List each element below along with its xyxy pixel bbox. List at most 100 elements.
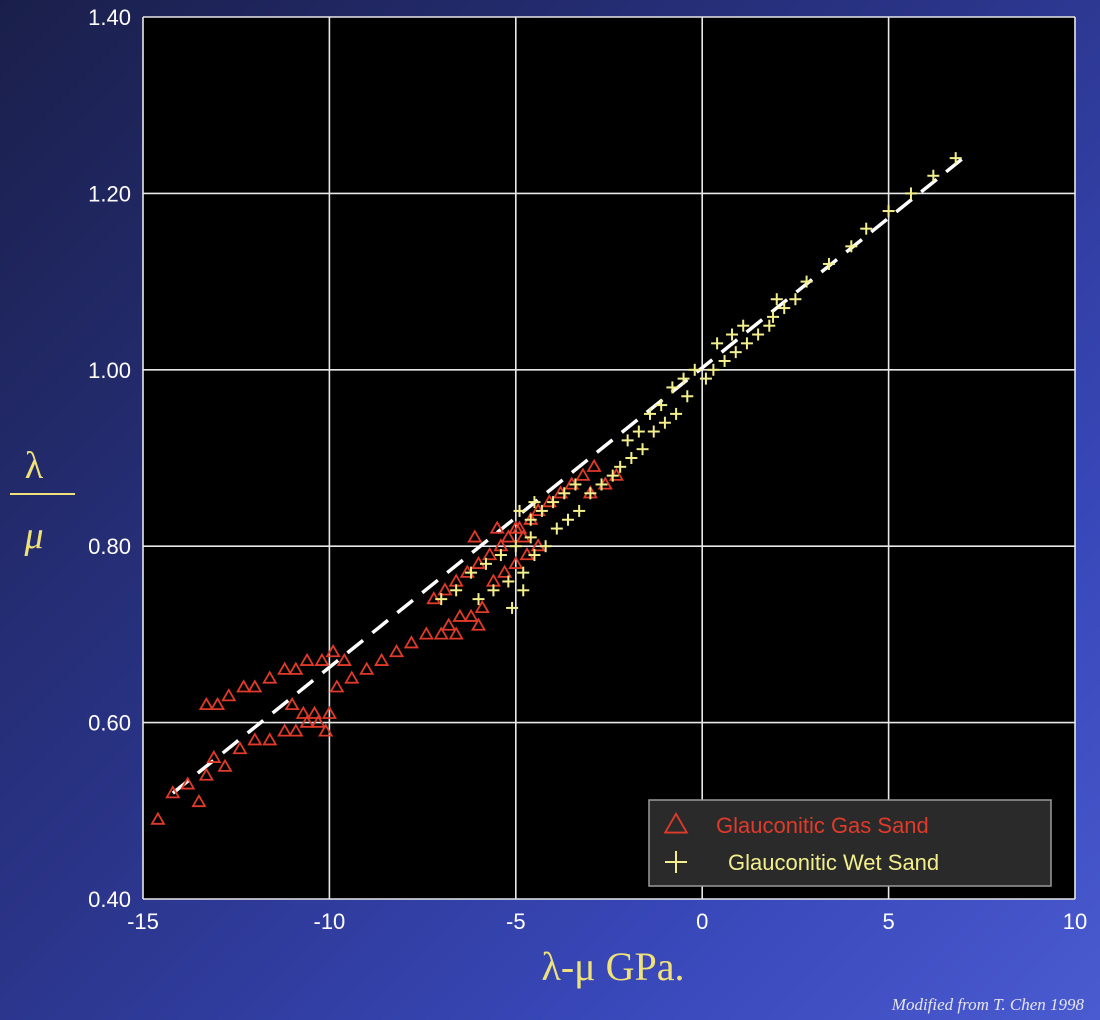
wet-sand-point [465, 566, 478, 579]
gas-sand-point [247, 679, 263, 693]
wet-sand-point [509, 540, 522, 553]
x-tick-label: 10 [1063, 909, 1087, 934]
wet-sand-point [487, 584, 500, 597]
legend-wet-sand-marker [665, 851, 687, 873]
gas-sand-point [150, 811, 166, 825]
gas-sand-point [277, 723, 293, 737]
gas-sand-point [508, 520, 524, 534]
gas-sand-point [247, 732, 263, 746]
gas-sand-point [359, 661, 375, 675]
wet-sand-point [547, 496, 560, 509]
wet-sand-point [707, 363, 720, 376]
wet-sand-point [740, 337, 753, 350]
gas-sand-point [180, 776, 196, 790]
wet-sand-point [569, 478, 582, 491]
wet-sand-point [800, 275, 813, 288]
legend-wet-sand-label: Glauconitic Wet Sand [728, 850, 939, 875]
gas-sand-point [288, 661, 304, 675]
gas-sand-point [474, 599, 490, 614]
wet-sand-point [655, 399, 668, 412]
wet-sand-point [763, 319, 776, 332]
gas-sand-point [433, 626, 449, 640]
plot-area [143, 17, 1075, 899]
wet-sand-point [752, 328, 765, 341]
gas-sand-point [374, 652, 390, 666]
wet-sand-point [450, 584, 463, 597]
wet-sand-point [561, 513, 574, 526]
gas-sand-point [191, 793, 207, 808]
x-tick-label: -5 [506, 909, 526, 934]
gas-sand-point [437, 582, 453, 596]
gas-sand-point [325, 644, 341, 658]
gas-sand-point [288, 723, 304, 737]
wet-sand-point [550, 522, 563, 535]
wet-sand-point [729, 346, 742, 359]
gas-sand-point [497, 564, 513, 578]
wet-sand-point [517, 566, 530, 579]
wet-sand-point [670, 407, 683, 420]
wet-sand-point [718, 354, 731, 367]
wet-sand-point [681, 390, 694, 403]
wet-sand-point [789, 293, 802, 306]
gas-sand-point [284, 696, 300, 711]
gas-sand-point [295, 705, 311, 719]
wet-sand-point [502, 575, 515, 588]
wet-sand-point [539, 540, 552, 553]
gas-sand-point [329, 679, 345, 693]
wet-sand-point [666, 381, 679, 394]
gas-sand-point [403, 635, 419, 649]
wet-sand-point [606, 469, 619, 482]
gas-sand-point [508, 555, 524, 569]
gas-sand-point [299, 714, 315, 728]
y-tick-label: 1.00 [88, 358, 131, 383]
y-tick-label: 0.80 [88, 534, 131, 559]
wet-sand-point [558, 487, 571, 500]
wet-sand-point [625, 452, 638, 464]
gas-sand-point [310, 714, 326, 728]
gas-sand-point [467, 529, 483, 543]
x-tick-label: 5 [882, 909, 894, 934]
wet-sand-point [595, 478, 608, 491]
gas-sand-point [198, 696, 214, 711]
gas-sand-point [452, 608, 468, 622]
wet-sand-point [647, 425, 660, 438]
gas-sand-point [318, 723, 334, 737]
wet-sand-point [528, 549, 541, 562]
wet-sand-point [822, 257, 835, 270]
wet-sand-point [517, 584, 530, 597]
wet-sand-point [524, 513, 537, 526]
wet-sand-point [770, 293, 783, 306]
wet-sand-point [636, 443, 649, 456]
gas-sand-point [277, 661, 293, 675]
gas-sand-point [463, 608, 479, 622]
wet-sand-point [778, 302, 791, 315]
wet-sand-point [614, 460, 627, 473]
y-tick-label: 1.40 [88, 5, 131, 30]
wet-sand-point [860, 222, 873, 235]
x-axis-label: λ-μ GPa. [541, 944, 684, 989]
gas-sand-point [306, 705, 323, 719]
credit-text: Modified from T. Chen 1998 [891, 995, 1085, 1014]
legend-gas-sand-label: Glauconitic Gas Sand [716, 813, 929, 838]
wet-sand-point [524, 531, 537, 544]
gas-sand-point [470, 617, 487, 631]
wet-sand-point [904, 187, 917, 200]
wet-sand-point [737, 319, 750, 332]
gas-sand-point [344, 670, 360, 684]
wet-sand-point [658, 416, 671, 429]
gas-sand-point [418, 626, 434, 640]
wet-sand-point [506, 601, 519, 614]
x-tick-label: 0 [696, 909, 708, 934]
wet-sand-point [528, 496, 541, 509]
wet-sand-point [726, 328, 739, 341]
wet-sand-point [699, 372, 712, 385]
wet-sand-point [535, 504, 548, 517]
gas-sand-point [198, 767, 214, 781]
x-tick-label: -15 [127, 909, 159, 934]
gas-sand-point [262, 732, 278, 746]
wet-sand-point [767, 310, 780, 323]
gas-sand-point [299, 652, 315, 666]
wet-sand-point [573, 504, 586, 517]
wet-sand-point [644, 407, 657, 420]
